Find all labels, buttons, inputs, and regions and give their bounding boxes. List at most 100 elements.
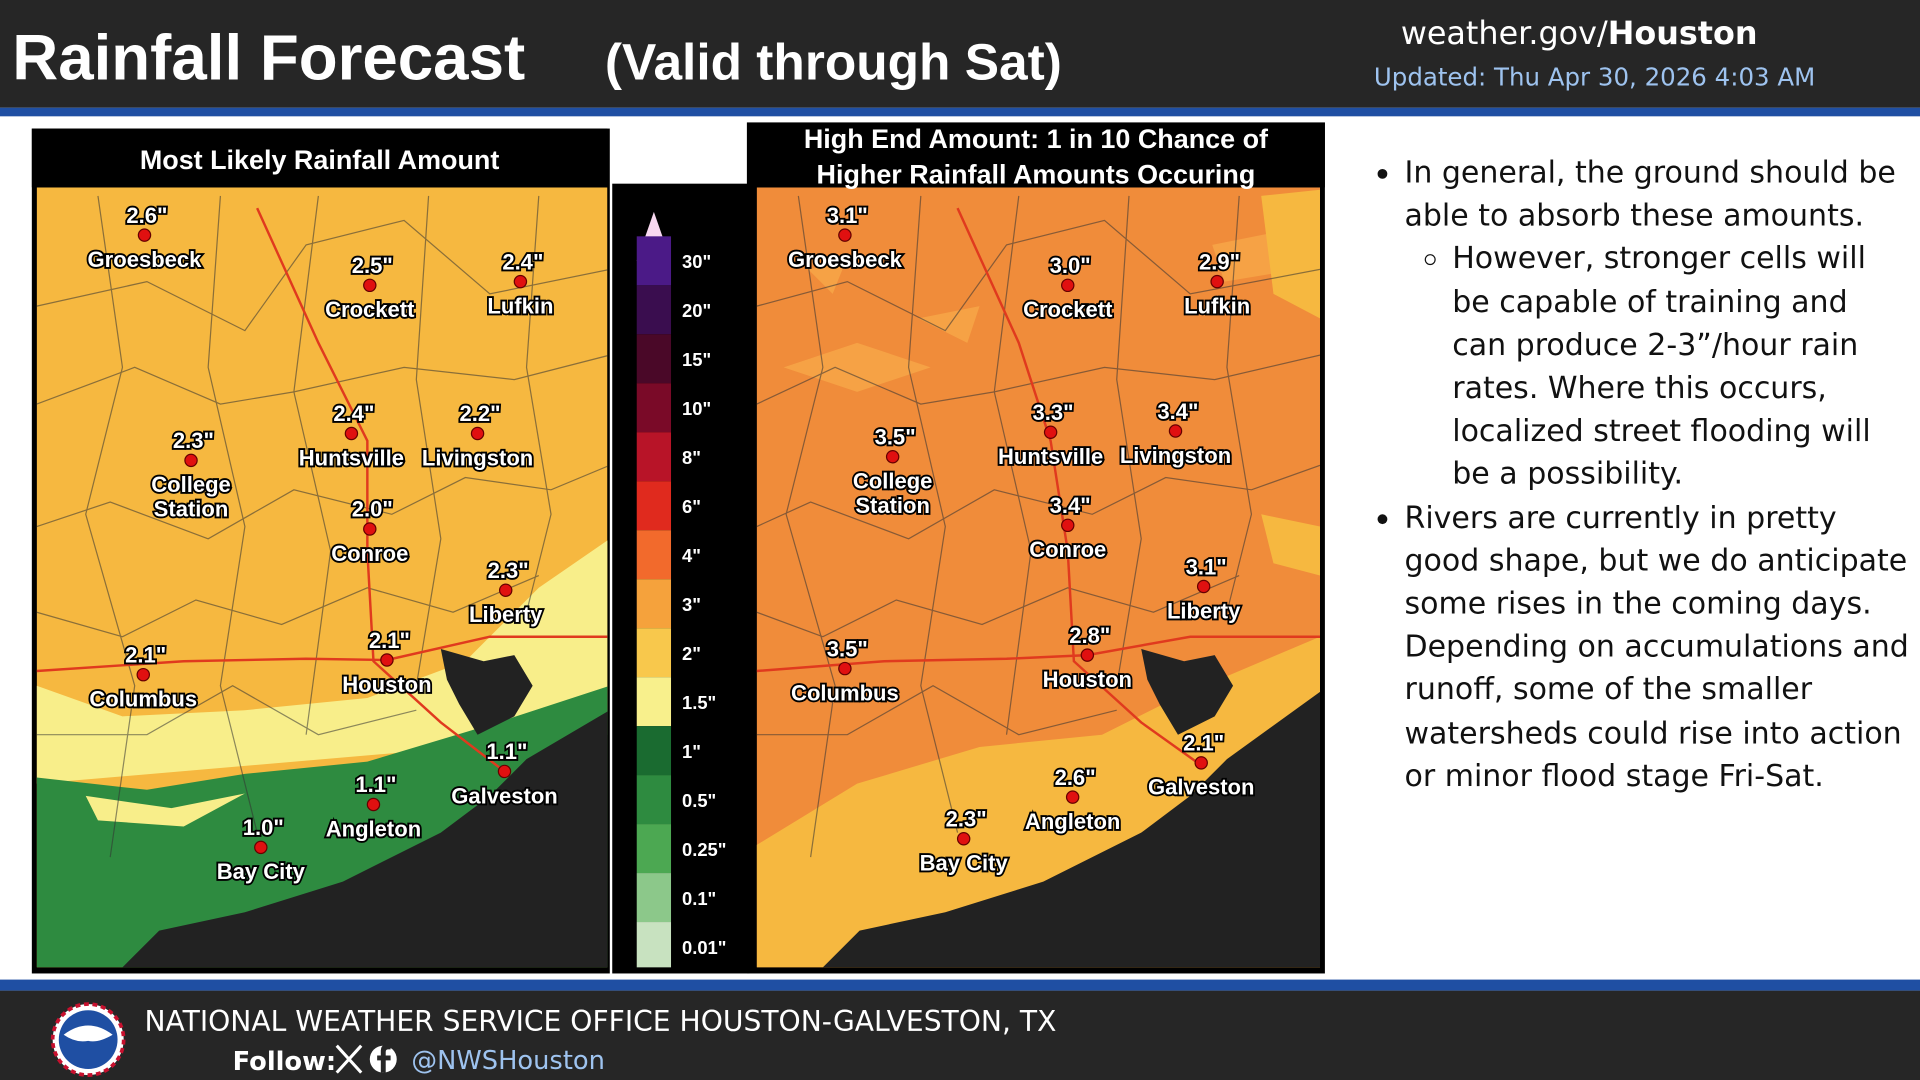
city-dot bbox=[838, 661, 852, 676]
bullets: In general, the ground should be able to… bbox=[1359, 151, 1910, 798]
legend-label: 2" bbox=[682, 643, 701, 664]
city-dot bbox=[885, 450, 900, 464]
map-left bbox=[36, 187, 608, 968]
legend-label: 1" bbox=[682, 741, 701, 762]
map-fill bbox=[36, 540, 608, 784]
map-fill bbox=[783, 232, 1298, 392]
city-name: Groesbeck bbox=[788, 247, 903, 272]
header-bar bbox=[0, 0, 1920, 108]
city-dot bbox=[838, 228, 852, 242]
city-name: Conroe bbox=[331, 541, 408, 566]
city-value: 2.1" bbox=[125, 642, 166, 667]
bullet: In general, the ground should be able to… bbox=[1404, 151, 1910, 496]
city-dot bbox=[956, 832, 971, 846]
highways bbox=[36, 207, 608, 773]
city-name: Columbus bbox=[791, 680, 899, 705]
legend-swatch bbox=[636, 530, 672, 580]
city-value: 2.8" bbox=[1069, 623, 1110, 648]
city-name: Groesbeck bbox=[88, 247, 203, 272]
legend-swatch bbox=[636, 236, 672, 286]
city-name: Bay City bbox=[920, 851, 1009, 876]
city-value: 3.1" bbox=[1186, 554, 1227, 579]
city-dot bbox=[1080, 648, 1095, 662]
city-name: Galveston bbox=[1148, 775, 1255, 800]
legend-label: 4" bbox=[682, 545, 701, 566]
legend-swatch bbox=[636, 334, 672, 384]
city-dot bbox=[366, 797, 381, 812]
legend-swatch bbox=[636, 285, 672, 335]
map-title-line: Higher Rainfall Amounts Occuring bbox=[817, 160, 1256, 190]
footer-follow: Follow: bbox=[233, 1047, 336, 1077]
social-icons bbox=[335, 1044, 397, 1074]
city-dot bbox=[363, 278, 377, 293]
legend-label: 1.5" bbox=[682, 692, 716, 713]
city-value: 2.4" bbox=[333, 401, 374, 426]
city-dot bbox=[137, 228, 152, 242]
city-name: Crockett bbox=[1023, 297, 1113, 322]
city-name: Galveston bbox=[451, 783, 558, 808]
city-name: Lufkin bbox=[1184, 293, 1250, 318]
legend-label: 0.01" bbox=[682, 937, 726, 958]
map-title-bar bbox=[746, 122, 1325, 188]
city-name: Station bbox=[154, 497, 229, 522]
city-value: 2.4" bbox=[502, 249, 543, 274]
footer-handle[interactable]: @NWSHouston bbox=[411, 1046, 605, 1076]
footer-bar bbox=[0, 990, 1920, 1080]
city-value: 2.6" bbox=[126, 203, 167, 228]
city-name: Lufkin bbox=[487, 293, 553, 318]
city-dot bbox=[254, 840, 268, 855]
city-name: Angleton bbox=[1025, 809, 1120, 834]
city-value: 2.3" bbox=[488, 558, 529, 583]
city-dot bbox=[136, 667, 151, 682]
city-value: 2.2" bbox=[459, 401, 500, 426]
city-name: Houston bbox=[1043, 667, 1132, 692]
city-value: 3.4" bbox=[1157, 399, 1198, 424]
title: Rainfall Forecast bbox=[12, 23, 525, 94]
legend-label: 20" bbox=[682, 300, 711, 321]
legend-swatch bbox=[636, 677, 672, 727]
legend-swatch bbox=[636, 775, 672, 825]
city-value: 2.9" bbox=[1199, 249, 1240, 274]
legend-label: 0.25" bbox=[682, 839, 726, 860]
legend-label: 10" bbox=[682, 398, 711, 419]
city-value: 2.3" bbox=[946, 807, 987, 832]
bay bbox=[1141, 648, 1234, 735]
city-dot bbox=[363, 522, 377, 536]
site-text: weather.gov/ bbox=[1401, 14, 1608, 52]
sub-bullets: However, stronger cells will be capable … bbox=[1404, 237, 1910, 496]
city-value: 2.1" bbox=[369, 628, 410, 653]
map-title-bar bbox=[31, 128, 608, 188]
map-fill bbox=[85, 793, 245, 827]
city-dot bbox=[1043, 425, 1058, 439]
city-name: Crockett bbox=[325, 297, 415, 322]
legend-swatch bbox=[636, 824, 672, 874]
city-name: Conroe bbox=[1029, 537, 1106, 562]
legend-label: 15" bbox=[682, 349, 711, 370]
bullet-text: Rivers are currently in pretty good shap… bbox=[1404, 499, 1909, 794]
legend-swatch bbox=[636, 628, 672, 678]
city-name: Station bbox=[855, 493, 930, 518]
city-value: 2.1" bbox=[1183, 731, 1224, 756]
city-name: Liberty bbox=[1167, 598, 1241, 623]
city-name: Houston bbox=[342, 672, 431, 697]
bullet: Rivers are currently in pretty good shap… bbox=[1404, 495, 1910, 797]
legend-label: 30" bbox=[682, 251, 711, 272]
city-name: Bay City bbox=[217, 859, 306, 884]
city-dot bbox=[1061, 278, 1075, 293]
legend-swatch bbox=[636, 432, 672, 482]
footer-stripe bbox=[0, 979, 1920, 991]
city-value: 3.3" bbox=[1033, 400, 1074, 425]
nws-logo bbox=[50, 1002, 126, 1077]
city-value: 2.0" bbox=[352, 497, 393, 522]
subtitle: (Valid through Sat) bbox=[605, 33, 1062, 91]
legend-frame bbox=[612, 183, 750, 974]
city-value: 2.6" bbox=[1055, 765, 1096, 790]
legend-swatch bbox=[636, 383, 672, 433]
city-name: Columbus bbox=[89, 687, 197, 712]
city-name: Angleton bbox=[326, 816, 421, 841]
city-labels: 2.6" Groesbeck 2.5" Crockett 2.4" Lufkin 2.4" H… bbox=[86, 201, 1257, 886]
county-lines bbox=[36, 195, 608, 858]
city-value: 1.0" bbox=[243, 815, 284, 840]
city-value: 3.5" bbox=[875, 424, 916, 449]
